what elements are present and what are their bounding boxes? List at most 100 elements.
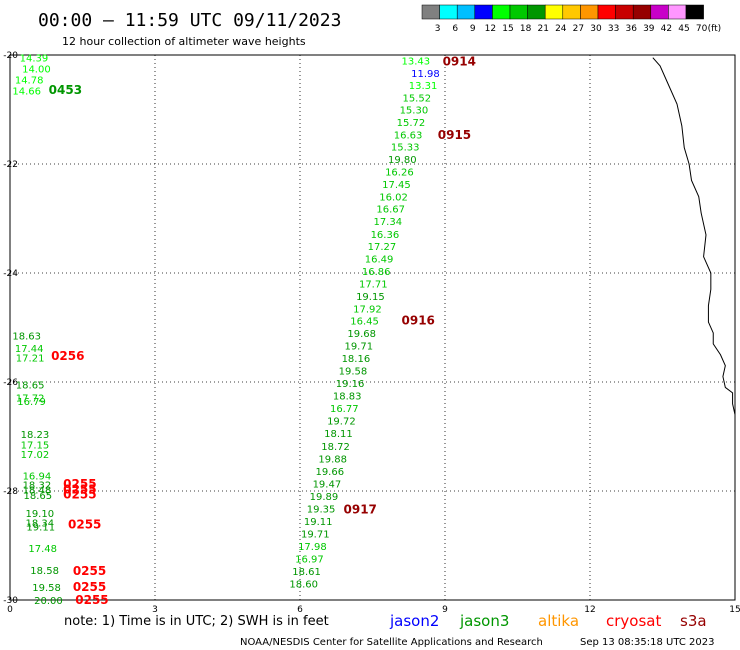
swh-value-label: 17.21 [16,353,45,364]
satellite-legend-jason3: jason3 [459,612,509,630]
y-tick-label: -22 [3,160,18,170]
color-swatch [580,4,599,20]
swh-value-label: 18.65 [24,491,53,502]
timestamp-text: Sep 13 08:35:18 UTC 2023 [580,637,714,648]
color-swatch [668,4,687,20]
y-tick-label: -26 [3,378,18,388]
x-tick-label: 3 [152,605,158,615]
color-scale-label: 70 [696,24,708,34]
credit-text: NOAA/NESDIS Center for Satellite Applica… [240,637,543,648]
color-scale-label: 24 [555,24,567,34]
pass-time-label: 0256 [51,349,84,363]
satellite-legend: jason2 jason3 altika cryosat s3a [389,612,707,630]
swh-value-label: 19.89 [310,492,339,503]
swh-value-label: 17.72 [16,393,45,404]
swh-value-label: 19.11 [26,522,55,533]
swh-value-label: 18.34 [25,519,54,530]
y-tick-label: -24 [3,269,18,279]
swh-value-label: 14.66 [12,86,41,97]
chart-subtitle: 12 hour collection of altimeter wave hei… [62,35,306,48]
color-swatch [650,4,669,20]
swh-value-label: 15.33 [391,143,420,154]
swh-value-label: 18.16 [342,354,371,365]
y-tick-label: -30 [3,596,18,606]
color-scale-legend: 3 6 9 12 15 18 21 24 27 30 33 36 39 42 45 70 (ft) [421,4,722,34]
swh-value-label: 13.43 [402,56,431,67]
swh-value-label: 18.72 [321,442,350,453]
color-scale-label: 15 [502,24,513,34]
plot-frame [9,54,736,601]
swh-value-label: 16.79 [17,397,46,408]
swh-value-label: 18.61 [292,567,321,578]
swh-value-label: 17.44 [15,344,44,355]
x-tick-label: 9 [442,605,448,615]
color-scale-label: 30 [590,24,602,34]
color-scale-label: 39 [643,24,655,34]
color-swatch [685,4,704,20]
swh-value-label: 19.58 [339,367,368,378]
swh-value-label: 17.71 [359,279,388,290]
y-tick-label: -20 [3,51,18,61]
pass-time-label: 0255 [75,593,108,607]
satellite-legend-s3a: s3a [680,612,707,630]
swh-value-label: 14.00 [22,65,51,76]
color-swatch [492,4,511,20]
grid-lines [10,55,735,600]
pass-time-label: 0255 [73,564,106,578]
swh-value-label: 20.00 [34,596,63,607]
y-axis-ticks: -20 -22 -24 -26 -28 -30 [3,51,18,606]
swh-value-label: 19.88 [318,454,347,465]
satellite-legend-jason2: jason2 [389,612,439,630]
y-tick-label: -28 [3,487,18,497]
swh-value-label: 16.36 [371,230,400,241]
swh-value-label: 19.66 [315,467,344,478]
pass-time-label: 0915 [438,128,471,142]
color-swatch [474,4,493,20]
swh-value-label: 17.48 [28,544,57,555]
swh-value-label: 18.58 [30,566,59,577]
swh-value-label: 11.98 [411,69,440,80]
pass-time-label: 0914 [443,54,476,68]
footer-note: note: 1) Time is in UTC; 2) SWH is in fe… [64,614,329,629]
coastline [652,57,736,415]
color-scale-label: 36 [625,24,637,34]
color-scale-label: 27 [573,24,584,34]
pass-time-label: 0255 [68,518,101,532]
color-scale-label: 6 [452,24,458,34]
color-swatch [421,4,440,20]
color-swatch [544,4,564,20]
color-scale-label: 33 [608,24,619,34]
pass-time-label: 0255 [63,488,96,502]
swh-value-label: 16.67 [376,205,405,216]
pass-time-label: 0453 [49,83,82,97]
color-scale-label: 21 [537,24,548,34]
color-scale-label: 42 [661,24,672,34]
pass-time-label: 0255 [73,580,106,594]
swh-value-label: 17.92 [353,304,382,315]
pass-time-label: 0916 [402,313,435,327]
color-scale-label: 9 [470,24,476,34]
swh-value-label: 16.63 [394,131,423,142]
color-swatch [456,4,476,20]
swh-value-label: 19.71 [344,341,373,352]
swh-value-label: 19.35 [307,504,336,515]
color-scale-label: 45 [678,24,689,34]
swh-value-label: 19.68 [347,329,376,340]
pass-time-label: 0255 [63,477,96,491]
swh-value-label: 17.02 [21,450,50,461]
swh-value-label: 17.15 [21,441,50,452]
color-swatch [597,4,616,20]
swh-value-label: 17.27 [368,242,397,253]
x-tick-label: 0 [7,605,13,615]
swh-value-label: 15.52 [402,94,431,105]
pass-time-label: 0917 [344,502,377,516]
swh-value-label: 18.11 [324,429,353,440]
swh-value-label: 16.94 [23,472,52,483]
color-swatch [615,4,634,20]
color-scale-unit: (ft) [708,24,722,34]
swh-value-label: 18.23 [21,430,50,441]
satellite-legend-cryosat: cryosat [606,612,661,630]
swh-value-label: 16.02 [379,193,408,204]
